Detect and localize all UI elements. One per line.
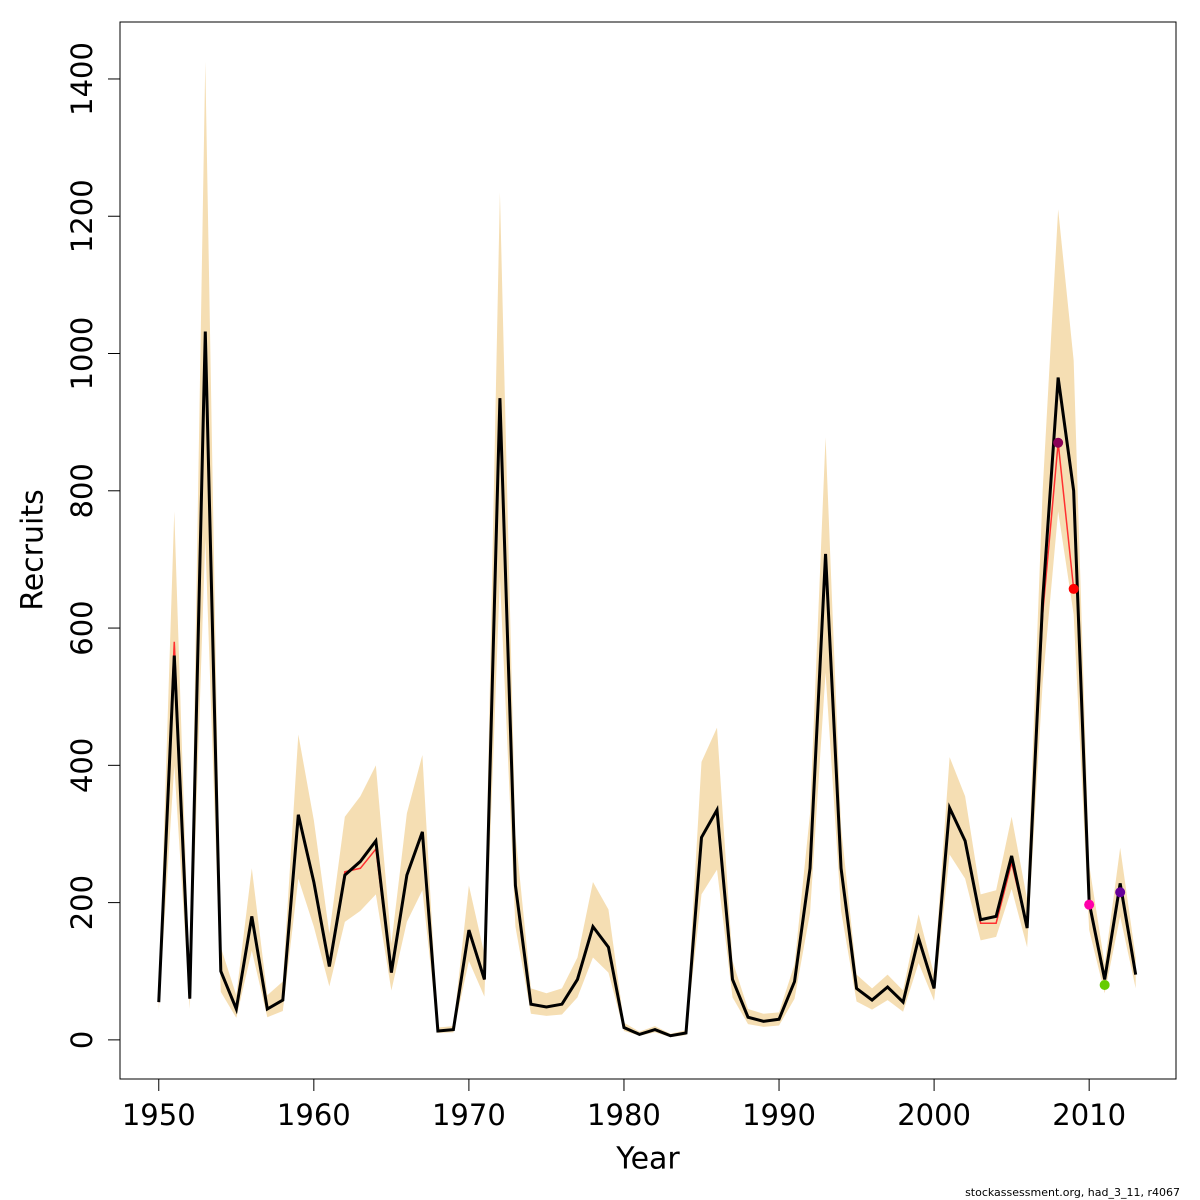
point [1115, 887, 1126, 898]
x-tick-label: 2010 [1052, 1098, 1126, 1132]
y-tick-label: 400 [65, 738, 99, 793]
x-tick-label: 1950 [122, 1098, 196, 1132]
x-tick-label: 2000 [897, 1098, 971, 1132]
y-axis-title: Recruits [16, 489, 51, 611]
y-tick-label: 800 [65, 463, 99, 518]
y-tick-label: 600 [65, 600, 99, 655]
confidence-band [158, 61, 1136, 1038]
y-tick-label: 1000 [65, 317, 99, 391]
point [1068, 583, 1079, 594]
line [157, 331, 1138, 1038]
x-tick-label: 1980 [587, 1098, 661, 1132]
point [1053, 437, 1064, 448]
plot-frame [119, 21, 1177, 1080]
x-tick-label: 1970 [432, 1098, 506, 1132]
y-tick-label: 200 [65, 875, 99, 930]
y-tick-label: 1200 [65, 179, 99, 253]
line [158, 331, 1075, 1037]
y-tick-label: 1400 [65, 42, 99, 116]
point [1099, 979, 1110, 990]
y-tick-label: 0 [65, 1031, 99, 1049]
x-axis-title: Year [615, 1142, 680, 1177]
x-tick-label: 1990 [742, 1098, 816, 1132]
point [1084, 899, 1095, 910]
footnote: stockassessment.org, had_3_11, r4067 [965, 1186, 1180, 1199]
x-tick-label: 1960 [277, 1098, 351, 1132]
